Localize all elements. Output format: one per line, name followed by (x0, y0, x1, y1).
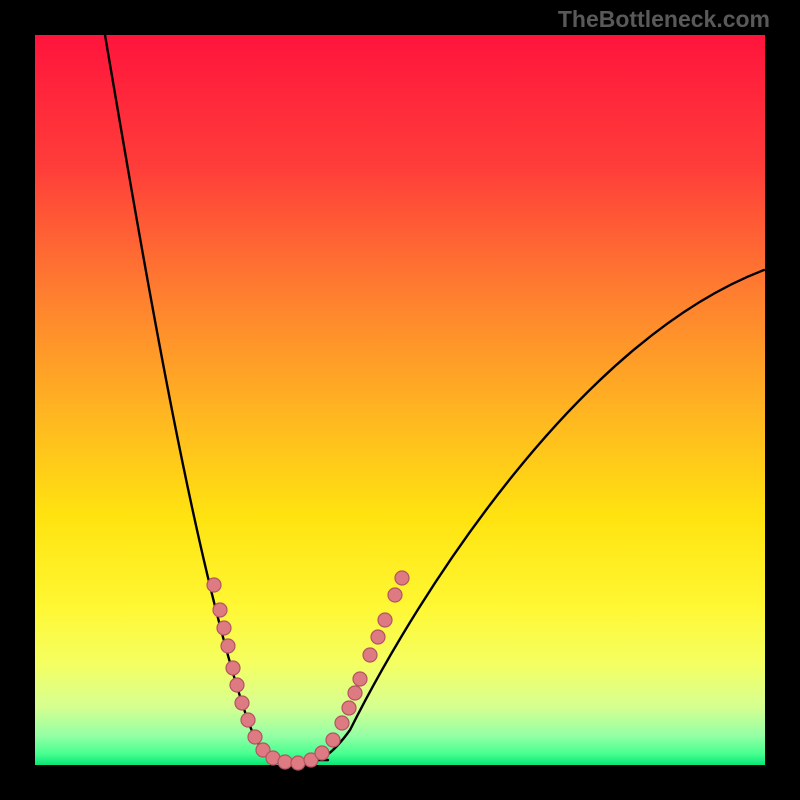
watermark-text: TheBottleneck.com (558, 6, 770, 33)
plot-area (35, 35, 765, 765)
chart-container: TheBottleneck.com (0, 0, 800, 800)
